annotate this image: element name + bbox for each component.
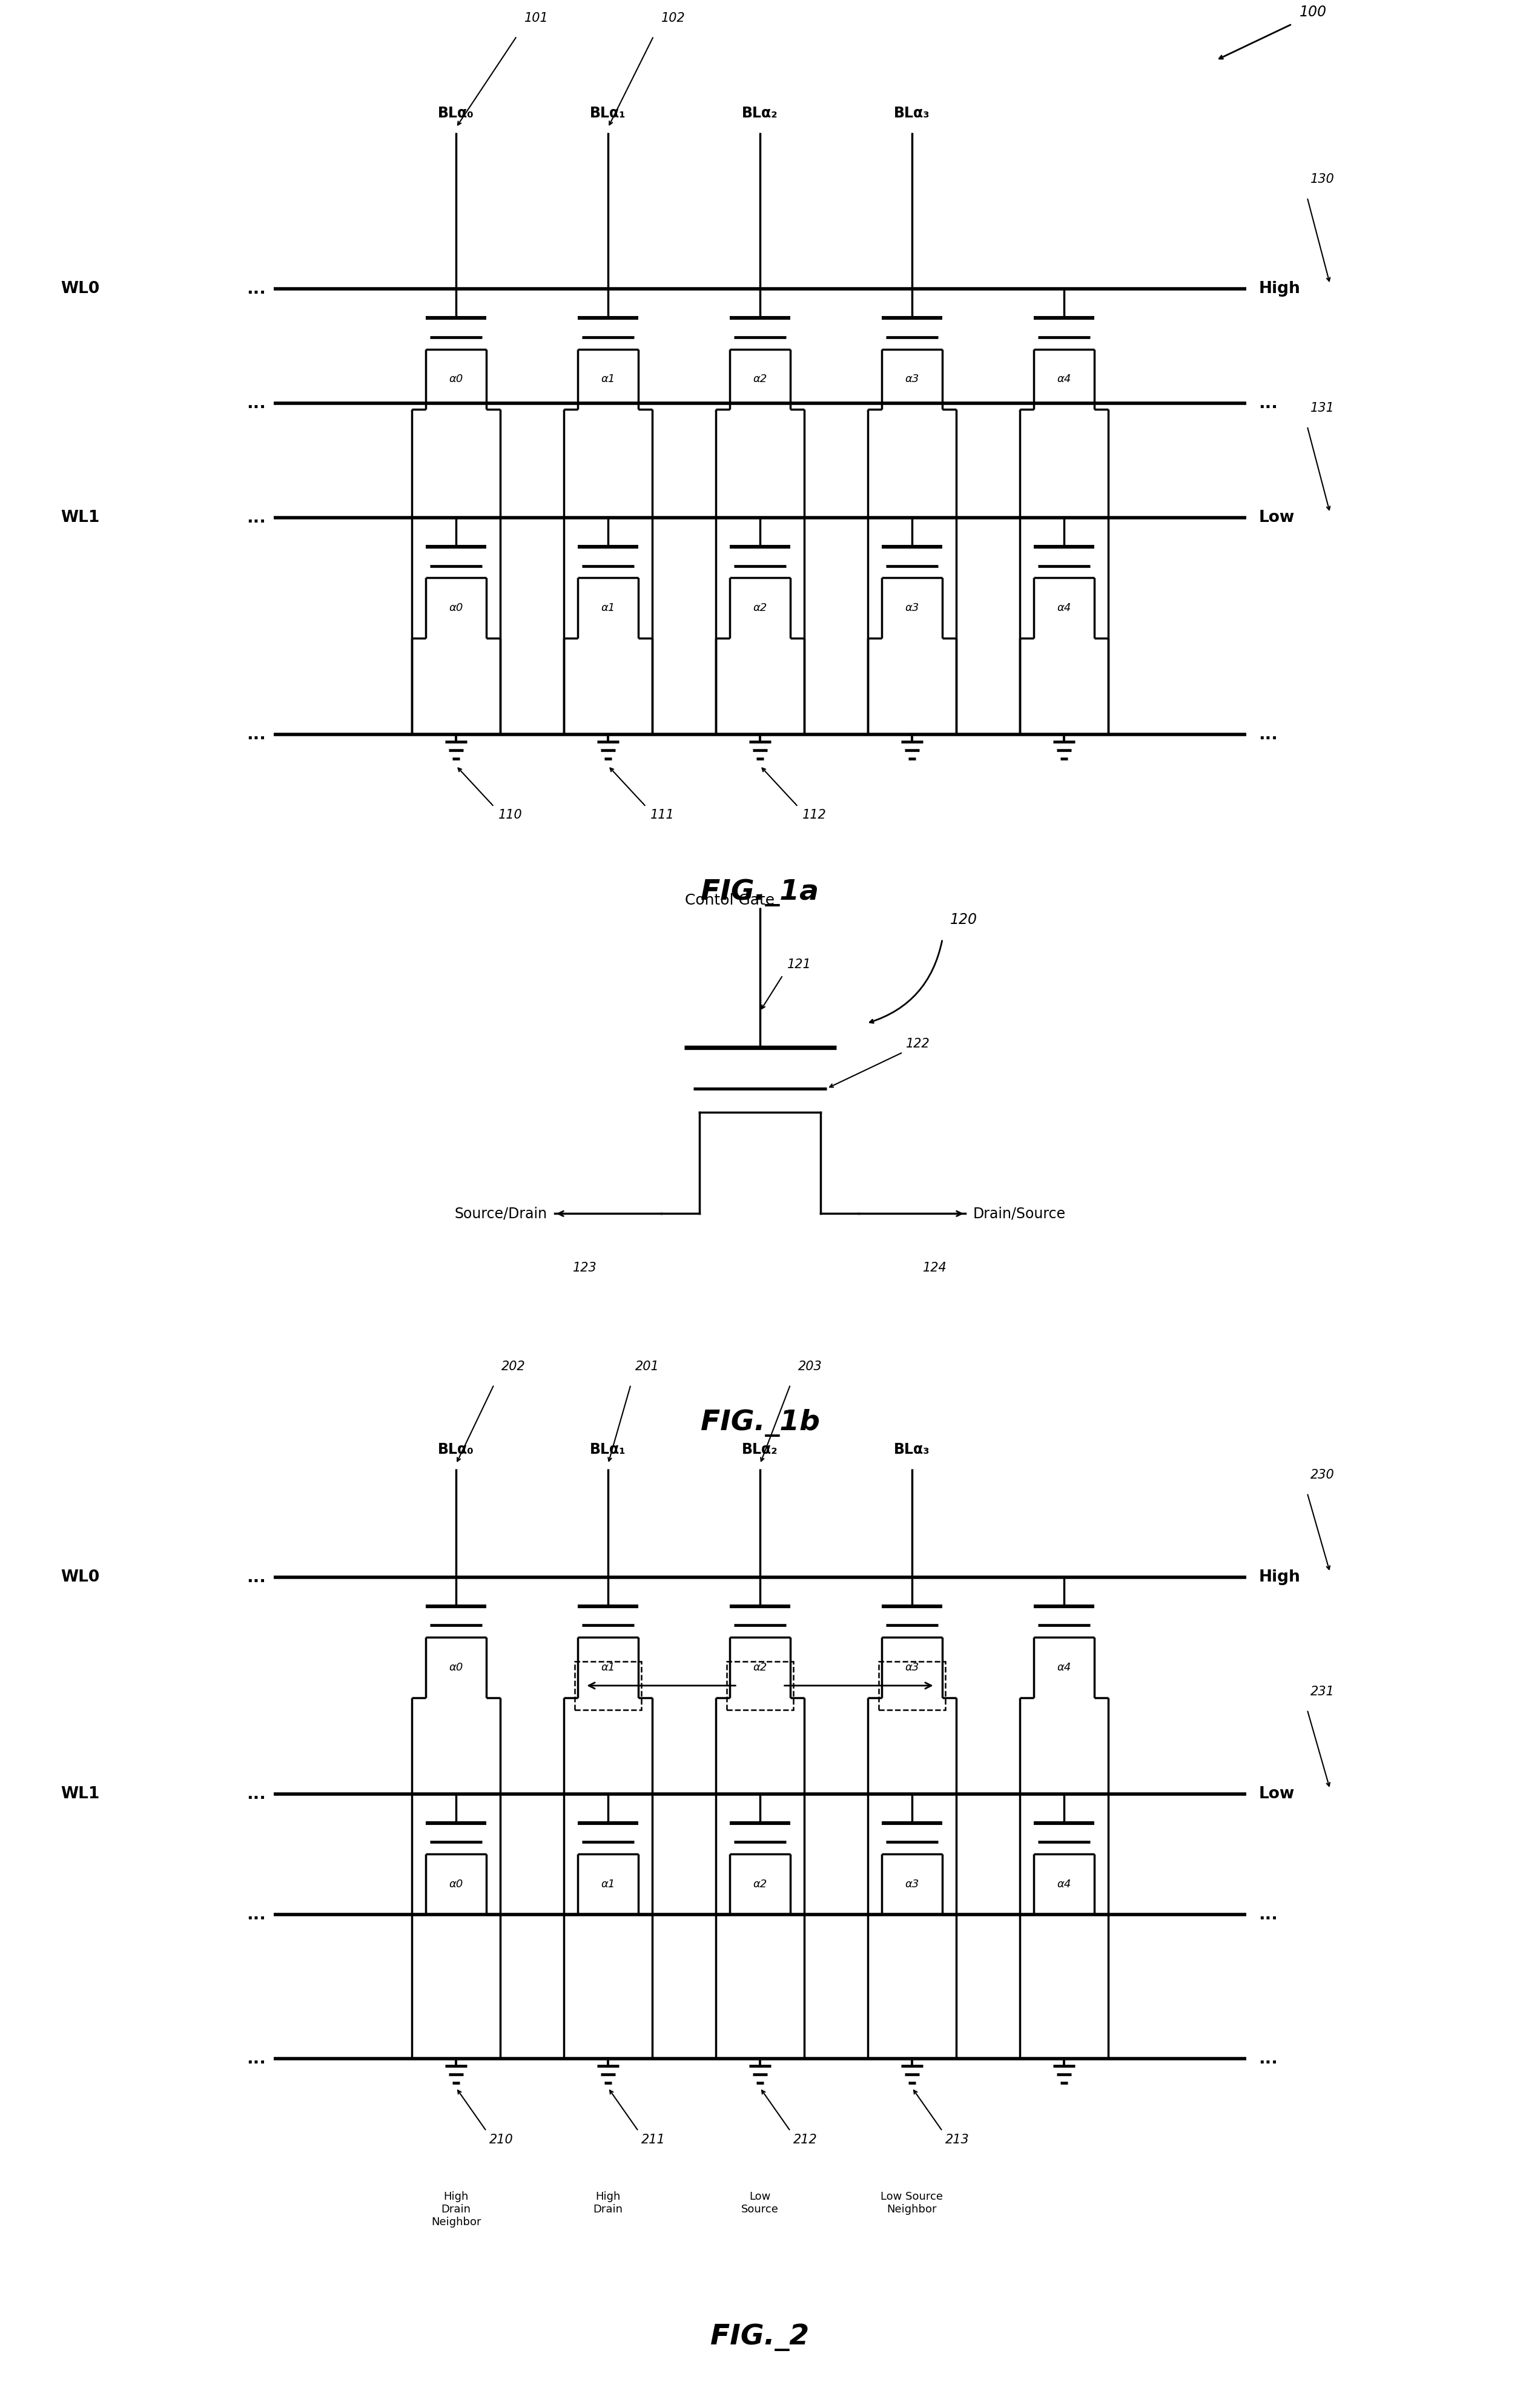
Text: BLα₃: BLα₃ — [894, 1442, 930, 1457]
Text: 122: 122 — [906, 1038, 930, 1050]
Text: ...: ... — [246, 1568, 266, 1587]
Text: α0: α0 — [448, 1878, 464, 1890]
Text: α0: α0 — [448, 373, 464, 385]
Text: α0: α0 — [448, 1662, 464, 1674]
Text: α1: α1 — [600, 373, 616, 385]
Text: α1: α1 — [600, 1878, 616, 1890]
Text: α4: α4 — [1056, 602, 1072, 614]
Text: BLα₁: BLα₁ — [590, 1442, 626, 1457]
Text: α3: α3 — [904, 373, 920, 385]
Text: 203: 203 — [798, 1361, 822, 1373]
Text: 111: 111 — [651, 809, 675, 821]
Text: α3: α3 — [904, 1662, 920, 1674]
Text: Low: Low — [1259, 1787, 1295, 1801]
Text: 110: 110 — [499, 809, 523, 821]
Text: 112: 112 — [803, 809, 827, 821]
Text: 120: 120 — [950, 913, 977, 927]
Text: α3: α3 — [904, 1878, 920, 1890]
Text: FIG._1b: FIG._1b — [701, 1409, 819, 1438]
Text: Low
Source: Low Source — [742, 2191, 778, 2215]
Text: 101: 101 — [524, 12, 549, 24]
Text: ...: ... — [246, 2049, 266, 2068]
Text: Low Source
Neighbor: Low Source Neighbor — [880, 2191, 944, 2215]
Text: 212: 212 — [793, 2133, 818, 2146]
Text: ...: ... — [1259, 1905, 1278, 1924]
Text: α3: α3 — [904, 602, 920, 614]
Text: High
Drain
Neighbor: High Drain Neighbor — [432, 2191, 480, 2227]
Text: BLα₂: BLα₂ — [742, 1442, 778, 1457]
Text: ...: ... — [1259, 725, 1278, 744]
Text: 202: 202 — [502, 1361, 526, 1373]
Text: ...: ... — [246, 395, 266, 412]
Text: α4: α4 — [1056, 373, 1072, 385]
Text: WL1: WL1 — [61, 1787, 100, 1801]
Text: FIG._2: FIG._2 — [711, 2324, 809, 2350]
Text: 201: 201 — [635, 1361, 660, 1373]
Text: α1: α1 — [600, 1662, 616, 1674]
Text: High: High — [1259, 282, 1300, 296]
Text: BLα₁: BLα₁ — [590, 106, 626, 120]
Text: 230: 230 — [1310, 1469, 1335, 1481]
Text: ...: ... — [246, 508, 266, 527]
Text: ...: ... — [246, 1784, 266, 1804]
Text: α4: α4 — [1056, 1662, 1072, 1674]
Text: BLα₂: BLα₂ — [742, 106, 778, 120]
Text: 231: 231 — [1310, 1686, 1335, 1698]
Text: High
Drain: High Drain — [593, 2191, 623, 2215]
Text: α2: α2 — [752, 1878, 768, 1890]
Text: α1: α1 — [600, 602, 616, 614]
Text: Contol Gate: Contol Gate — [684, 893, 775, 908]
Text: α0: α0 — [448, 602, 464, 614]
Text: Drain/Source: Drain/Source — [973, 1206, 1066, 1221]
Text: BLα₃: BLα₃ — [894, 106, 930, 120]
Text: ...: ... — [246, 279, 266, 299]
Text: ...: ... — [246, 1905, 266, 1924]
Text: Source/Drain: Source/Drain — [454, 1206, 547, 1221]
Text: 123: 123 — [573, 1262, 597, 1274]
Text: Low: Low — [1259, 510, 1295, 525]
Text: α2: α2 — [752, 373, 768, 385]
Text: 102: 102 — [661, 12, 686, 24]
Text: 213: 213 — [945, 2133, 970, 2146]
Text: High: High — [1259, 1570, 1300, 1584]
Text: 100: 100 — [1300, 5, 1327, 19]
Text: α2: α2 — [752, 602, 768, 614]
Text: BLα₀: BLα₀ — [438, 106, 474, 120]
Text: ...: ... — [1259, 2049, 1278, 2068]
Text: 210: 210 — [489, 2133, 514, 2146]
Text: ...: ... — [1259, 395, 1278, 412]
Text: 124: 124 — [923, 1262, 947, 1274]
Text: WL0: WL0 — [61, 1570, 100, 1584]
Text: FIG._1a: FIG._1a — [701, 879, 819, 905]
Text: 131: 131 — [1310, 402, 1335, 414]
Text: BLα₀: BLα₀ — [438, 1442, 474, 1457]
Text: α4: α4 — [1056, 1878, 1072, 1890]
Text: 121: 121 — [787, 958, 812, 970]
Text: WL1: WL1 — [61, 510, 100, 525]
Text: ...: ... — [246, 725, 266, 744]
Text: α2: α2 — [752, 1662, 768, 1674]
Text: WL0: WL0 — [61, 282, 100, 296]
Text: 130: 130 — [1310, 173, 1335, 185]
Text: 211: 211 — [641, 2133, 666, 2146]
